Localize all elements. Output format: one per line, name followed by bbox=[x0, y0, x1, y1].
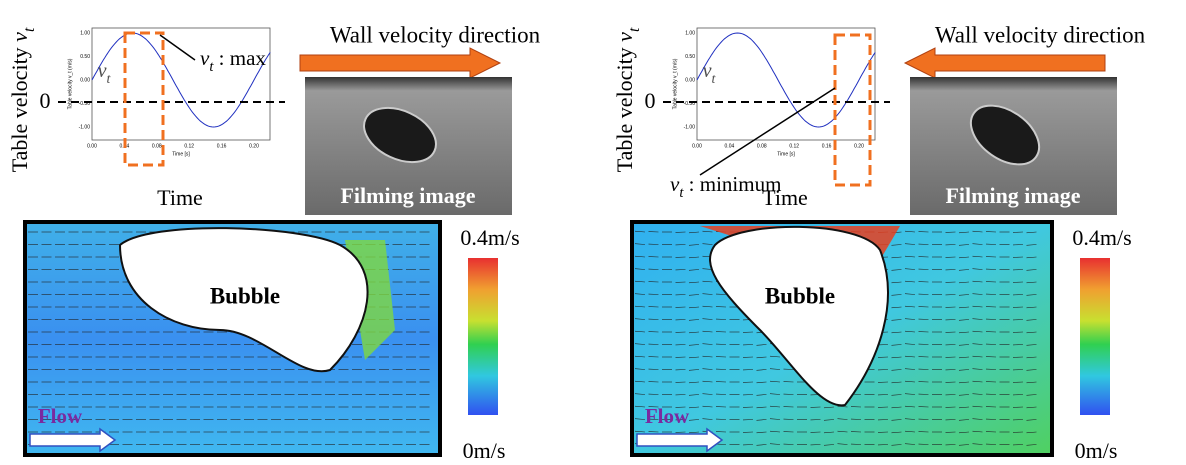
wall-label: Wall velocity direction bbox=[330, 22, 541, 47]
plot-frame bbox=[697, 28, 875, 140]
plot-frame bbox=[92, 28, 270, 140]
plot-y-tick: 0.00 bbox=[80, 77, 90, 83]
time-label: Time bbox=[157, 185, 203, 210]
photo-label: Filming image bbox=[340, 183, 475, 208]
colorbar bbox=[1080, 258, 1110, 415]
plot-x-tick: 0.12 bbox=[789, 143, 799, 149]
bubble-label: Bubble bbox=[210, 283, 280, 308]
flow-label: Flow bbox=[38, 404, 83, 428]
text-part: Table velocity bbox=[7, 42, 32, 172]
text-part: v bbox=[612, 32, 637, 42]
colorbar bbox=[468, 258, 498, 415]
plot-y-tick: -1.00 bbox=[684, 124, 696, 130]
plot-x-tick: 0.00 bbox=[87, 143, 97, 149]
text-part: Table velocity bbox=[612, 42, 637, 172]
axis-label: Table velocity vt bbox=[612, 27, 643, 172]
zero-label: 0 bbox=[645, 88, 656, 113]
wall-arrow bbox=[300, 48, 500, 78]
scale-min: 0m/s bbox=[1075, 438, 1118, 463]
figure: Table velocity vt0Time0.000.040.080.120.… bbox=[0, 0, 1186, 465]
zero-label: 0 bbox=[40, 88, 51, 113]
plot-y-tick: -1.00 bbox=[79, 124, 91, 130]
plot-y-tick: 0.50 bbox=[80, 54, 90, 60]
text-part: t bbox=[626, 27, 643, 32]
plot-y-tick: 0.00 bbox=[685, 77, 695, 83]
plot-x-label: Time [s] bbox=[172, 151, 190, 157]
text-part: v bbox=[98, 60, 107, 82]
text-part: v bbox=[703, 60, 712, 82]
plot-x-tick: 0.20 bbox=[249, 143, 259, 149]
scale-max: 0.4m/s bbox=[460, 225, 519, 250]
plot-x-tick: 0.16 bbox=[822, 143, 832, 149]
text-part: : minimum bbox=[683, 172, 781, 196]
plot-x-tick: 0.04 bbox=[725, 143, 735, 149]
plot-x-tick: 0.08 bbox=[152, 143, 162, 149]
plot-x-tick: 0.20 bbox=[854, 143, 864, 149]
wall-arrow bbox=[905, 48, 1105, 78]
plot-x-label: Time [s] bbox=[777, 151, 795, 157]
bubble-label: Bubble bbox=[765, 283, 835, 308]
wall-label: Wall velocity direction bbox=[935, 22, 1146, 47]
plot-y-tick: 1.00 bbox=[80, 30, 90, 36]
text-part: : max bbox=[213, 46, 266, 70]
photo-label: Filming image bbox=[945, 183, 1080, 208]
scale-max: 0.4m/s bbox=[1072, 225, 1131, 250]
axis-label: Table velocity vt bbox=[7, 27, 38, 172]
text-part: v bbox=[7, 32, 32, 42]
scale-min: 0m/s bbox=[463, 438, 506, 463]
plot-x-tick: 0.16 bbox=[217, 143, 227, 149]
plot-x-tick: 0.08 bbox=[757, 143, 767, 149]
plot-x-tick: 0.12 bbox=[184, 143, 194, 149]
flow-label: Flow bbox=[645, 404, 690, 428]
plot-x-tick: 0.00 bbox=[692, 143, 702, 149]
text-part: t bbox=[21, 27, 38, 32]
plot-y-tick: 1.00 bbox=[685, 30, 695, 36]
plot-y-tick: 0.50 bbox=[685, 54, 695, 60]
